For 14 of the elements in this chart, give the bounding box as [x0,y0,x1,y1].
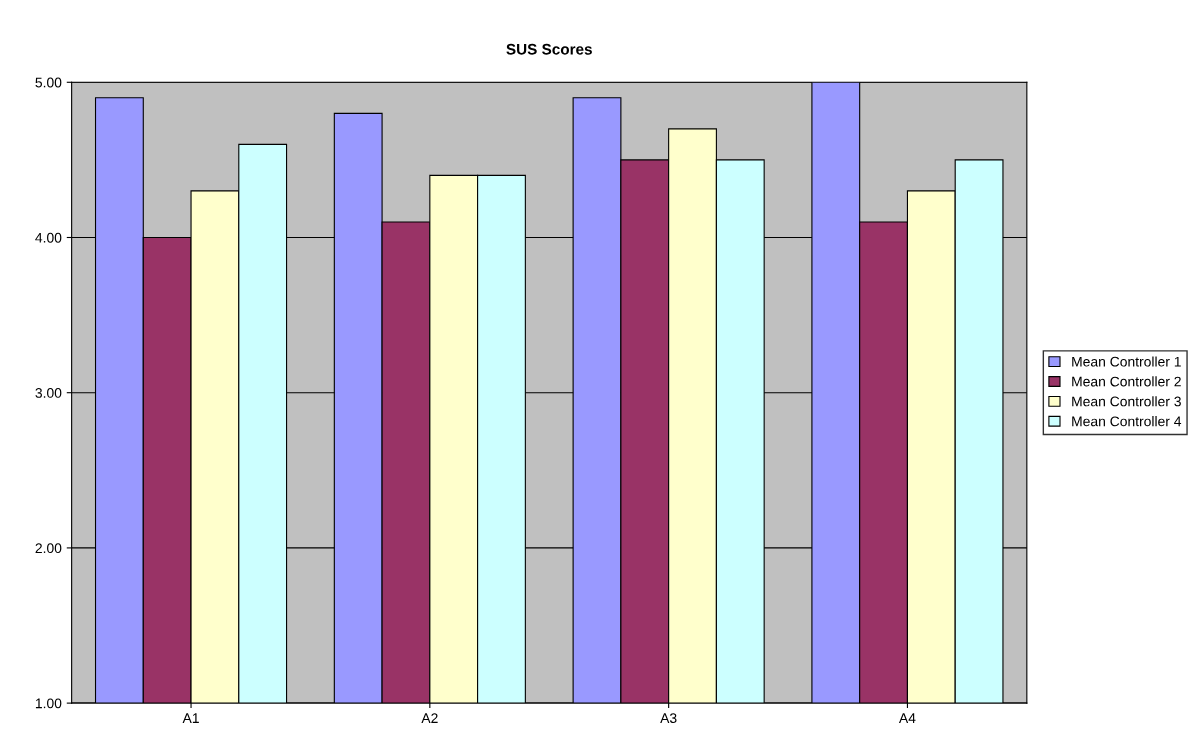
x-tick-label: A3 [660,713,677,724]
x-tick-label: A2 [421,713,438,723]
y-tick-label: 1.00 [35,698,62,709]
legend-label: Mean Controller 1 [1072,356,1181,367]
x-tick-label: A4 [898,713,916,723]
x-tick-label: A1 [182,713,199,723]
y-tick-label: 3.00 [35,388,62,398]
legend-label: Mean Controller 3 [1072,396,1181,407]
chart-title: SUS Scores [506,43,592,55]
legend-label: Mean Controller 4 [1072,416,1182,427]
y-tick-label: 4.00 [35,232,62,243]
legend-label: Mean Controller 2 [1072,376,1181,387]
y-tick-label: 5.00 [35,77,62,88]
y-tick-label: 2.00 [35,543,62,554]
